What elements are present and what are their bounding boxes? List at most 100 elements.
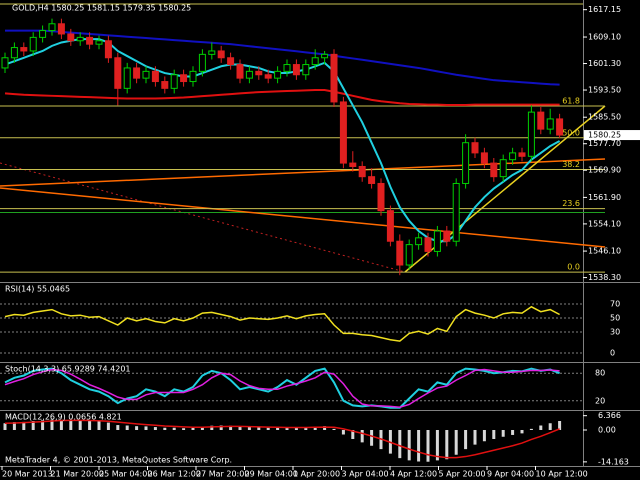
y-tick-label: 1593.50	[588, 86, 621, 95]
x-tick-label: 25 Mar 04:00	[99, 470, 152, 479]
candle-body	[198, 53, 206, 72]
macd-bar	[22, 421, 26, 430]
macd-bar	[106, 422, 110, 430]
candle-body	[405, 244, 413, 266]
candle-body	[142, 70, 150, 79]
macd-bar	[558, 421, 562, 430]
macd-bar	[200, 426, 204, 430]
candle-body	[518, 152, 526, 157]
macd-bar	[492, 430, 496, 439]
y-tick-label: 1617.15	[588, 5, 621, 14]
candle-body	[311, 57, 319, 66]
candle-body	[1, 57, 9, 69]
macd-bar	[501, 430, 505, 437]
candle-body	[556, 118, 564, 136]
current-price-label: 1580.25	[588, 131, 621, 140]
candle-body	[217, 50, 225, 59]
candle-body	[274, 70, 282, 79]
y-tick-label: 1569.90	[588, 166, 621, 175]
macd-bar	[313, 426, 317, 430]
macd-bar	[31, 421, 35, 430]
macd-bar	[41, 420, 45, 430]
candle-body	[48, 23, 56, 32]
fib-label: 0.0	[567, 263, 580, 272]
macd-bar	[116, 425, 120, 430]
candle-body	[189, 70, 197, 83]
macd-bar	[539, 425, 543, 430]
stoch-label: Stoch(14,3,3) 65.9289 74.4201	[5, 365, 131, 374]
candle-body	[396, 240, 404, 266]
macd-bar	[78, 420, 82, 430]
trend-line	[0, 187, 606, 248]
x-tick-label: 5 Apr 20:00	[439, 470, 486, 479]
y-tick-label: 50	[610, 314, 620, 323]
candle-body	[292, 64, 300, 76]
candle-body	[471, 142, 479, 154]
macd-bar	[304, 427, 308, 430]
macd-bar	[351, 430, 355, 439]
fib-label: 50.0	[562, 128, 580, 137]
macd-bar	[182, 428, 186, 430]
y-tick-label: 1546.10	[588, 247, 621, 256]
candle-body	[462, 142, 470, 184]
candle-body	[29, 36, 37, 52]
macd-bar	[398, 430, 402, 459]
macd-bar	[59, 419, 63, 430]
fib-label: 23.6	[562, 199, 580, 208]
fib-label: 38.2	[562, 160, 580, 169]
y-tick-label: 1577.70	[588, 139, 621, 148]
candle-body	[95, 40, 103, 45]
macd-bar	[276, 427, 280, 430]
candle-body	[133, 67, 141, 79]
macd-bar	[88, 421, 92, 430]
y-tick-label: 6.366	[598, 411, 621, 420]
moving-average	[4, 89, 560, 106]
candle-body	[349, 162, 357, 167]
candle-body	[339, 101, 347, 164]
candle-body	[452, 182, 460, 242]
current-price-box	[584, 130, 640, 141]
macd-bar	[172, 427, 176, 430]
candle-body	[227, 57, 235, 66]
macd-bar	[247, 426, 251, 430]
candle-body	[245, 70, 253, 79]
macd-bar	[135, 426, 139, 430]
candle-body	[283, 64, 291, 72]
candle-body	[321, 53, 329, 59]
candle-body	[10, 47, 18, 59]
macd-label: MACD(12,26,9) 0.0656 4.821	[5, 413, 122, 422]
macd-bar	[341, 430, 345, 435]
macd-bar	[426, 430, 430, 462]
y-tick-label: 1561.90	[588, 193, 621, 202]
fib-label: 61.8	[562, 97, 580, 106]
macd-bar	[163, 427, 167, 430]
macd-bar	[360, 430, 364, 443]
candle-body	[490, 162, 498, 178]
candle-body	[527, 111, 535, 157]
macd-signal	[4, 419, 560, 459]
y-tick-label: 1538.30	[588, 273, 621, 282]
y-tick-label: 80	[595, 369, 605, 378]
macd-bar	[417, 430, 421, 462]
macd-bar	[125, 425, 129, 430]
y-tick-label: 70	[610, 300, 620, 309]
macd-bar	[529, 428, 533, 430]
x-tick-label: 20 Mar 2013	[2, 470, 53, 479]
candle-body	[180, 74, 188, 83]
macd-bar	[3, 423, 7, 430]
macd-bar	[12, 422, 16, 430]
macd-bar	[210, 425, 214, 430]
x-tick-label: 21 Mar 20:00	[51, 470, 104, 479]
y-tick-label: 1554.10	[588, 219, 621, 228]
y-tick-label: 20	[595, 396, 605, 405]
candle-body	[480, 152, 488, 164]
candle-body	[509, 152, 517, 161]
candle-body	[114, 57, 122, 89]
candle-body	[546, 118, 554, 130]
macd-bar	[370, 430, 374, 446]
macd-bar	[257, 427, 261, 430]
macd-bar	[323, 426, 327, 430]
candle-body	[386, 210, 394, 242]
